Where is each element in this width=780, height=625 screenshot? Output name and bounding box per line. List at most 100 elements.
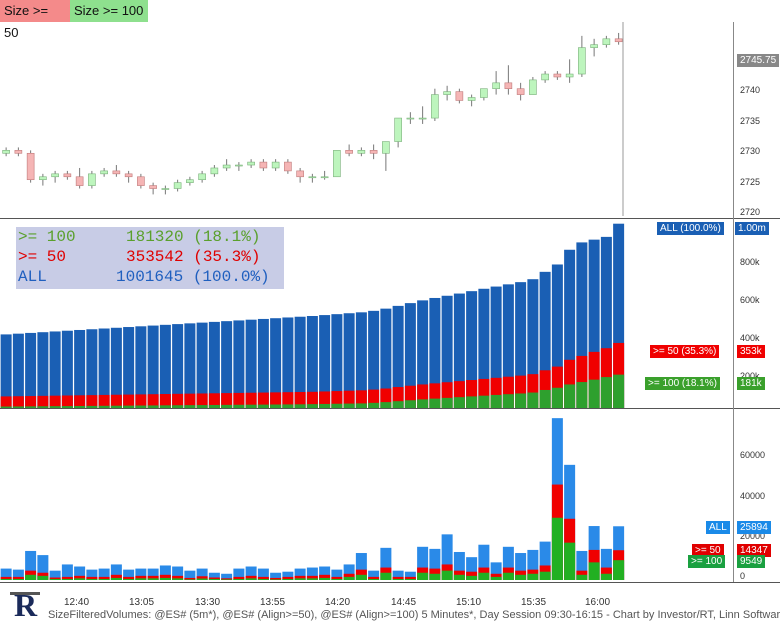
cum-bar-all (123, 327, 135, 408)
cum-all-label-badge: ALL (100.0%) (657, 222, 724, 235)
x-tick: 13:05 (129, 597, 155, 608)
vol-bar-100 (429, 573, 441, 580)
vol-bar-all (159, 565, 171, 580)
vol-bar-all (527, 549, 539, 580)
vol-bar-100 (49, 578, 61, 580)
vol-bar-all (282, 571, 294, 580)
candle-body (88, 173, 96, 186)
vol-bar-100 (172, 578, 184, 580)
candle-body (63, 173, 72, 178)
vol-bar-50 (12, 576, 24, 580)
price-tick: 2730 (740, 146, 761, 156)
vol-bar-50 (86, 576, 98, 580)
cum-bar-50 (184, 393, 196, 408)
cum-bar-all (257, 318, 269, 408)
vol-bar-all (257, 568, 269, 580)
candle-body (75, 176, 84, 186)
cum-bar-all (564, 249, 576, 408)
cum-bar-all (539, 271, 551, 408)
cum-bar-50 (355, 390, 367, 408)
vol-bar-all (110, 564, 122, 580)
cum-bar-100 (257, 404, 269, 408)
cum-bar-100 (564, 384, 576, 408)
candle-body (26, 152, 35, 181)
cum-bar-50 (466, 380, 478, 408)
vol-bar-50 (221, 578, 233, 580)
cum-tick: 800k (740, 257, 760, 267)
vol-bar-100 (539, 571, 551, 580)
candle-body (333, 150, 341, 178)
vol-bar-100 (343, 576, 355, 580)
vol-bar-100 (600, 573, 612, 580)
vol-bar-50 (135, 575, 147, 580)
vol-bar-100 (74, 578, 86, 580)
cum-bar-50 (539, 370, 551, 408)
candle-body (284, 161, 292, 172)
cum-bar-all (294, 316, 306, 408)
vol-bar-50 (0, 576, 12, 580)
vol-bar-all (355, 553, 367, 580)
vol-bar-100 (613, 560, 625, 580)
cum-bar-all (478, 288, 490, 408)
vol-bar-50 (147, 575, 159, 580)
vol-bar-all (380, 547, 392, 580)
cum-bar-50 (257, 392, 269, 408)
cum-bar-50 (282, 392, 294, 408)
cum-bar-all (306, 316, 318, 408)
vol-all-label-badge: ALL (706, 521, 730, 534)
vol-bar-100 (490, 576, 502, 580)
vol-bar-100 (502, 572, 514, 580)
vol-bar-all (417, 546, 429, 580)
cum-bar-100 (0, 406, 12, 408)
cum-bar-all (417, 300, 429, 408)
cum-bar-100 (380, 402, 392, 408)
price-tick: 2725 (740, 177, 761, 187)
candle-body (259, 161, 268, 169)
legend-row-all: ALL (18, 268, 47, 286)
cum-bar-all (98, 328, 110, 408)
candle-body (2, 150, 10, 154)
cum-bar-100 (147, 405, 159, 408)
tab-size-100[interactable]: Size >= 100 (70, 0, 148, 22)
cum-bar-all (86, 329, 98, 408)
cum-bar-100 (368, 402, 380, 408)
cum-bar-50 (429, 383, 441, 408)
vol-bar-all (184, 570, 196, 580)
candle-body (406, 117, 415, 120)
legend-box: >= 100 181320 (18.1%) >= 50 353542 (35.3… (16, 227, 284, 289)
pane-divider (0, 408, 780, 409)
vol-bar-50 (392, 576, 404, 580)
x-tick: 14:20 (325, 597, 351, 608)
cum-bar-50 (392, 387, 404, 408)
cum-bar-50 (61, 395, 73, 408)
vol-bar-all (539, 541, 551, 580)
cum-bar-50 (515, 375, 527, 408)
vol-bar-50 (184, 577, 196, 580)
cum-tick: 400k (740, 333, 760, 343)
vol-bar-all (221, 573, 233, 580)
price-tick: 2735 (740, 116, 761, 126)
cum-bar-100 (613, 374, 625, 408)
cum-bar-50 (551, 366, 563, 408)
vol-bar-50 (245, 575, 257, 580)
cum-bar-50 (196, 393, 208, 408)
cum-bar-100 (466, 396, 478, 408)
candle-body (198, 173, 206, 181)
vol-50-value-badge: 14347 (737, 544, 771, 557)
cum-bar-50 (208, 393, 220, 408)
vol-bar-all (233, 568, 245, 580)
candle-body (39, 176, 47, 181)
candle-body (51, 173, 59, 178)
vol-bar-50 (319, 574, 331, 580)
vol-bar-100 (135, 578, 147, 580)
tab-size-50[interactable]: Size >= 50 (0, 0, 70, 40)
cum-bar-50 (453, 381, 465, 408)
vol-bar-all (0, 568, 12, 580)
candle-body (173, 182, 182, 189)
cum-bar-all (25, 332, 37, 408)
cum-bar-100 (184, 405, 196, 408)
vol-bar-all (123, 569, 135, 580)
candle-body (455, 91, 464, 101)
x-tick: 15:35 (521, 597, 547, 608)
candle-body (578, 47, 586, 75)
